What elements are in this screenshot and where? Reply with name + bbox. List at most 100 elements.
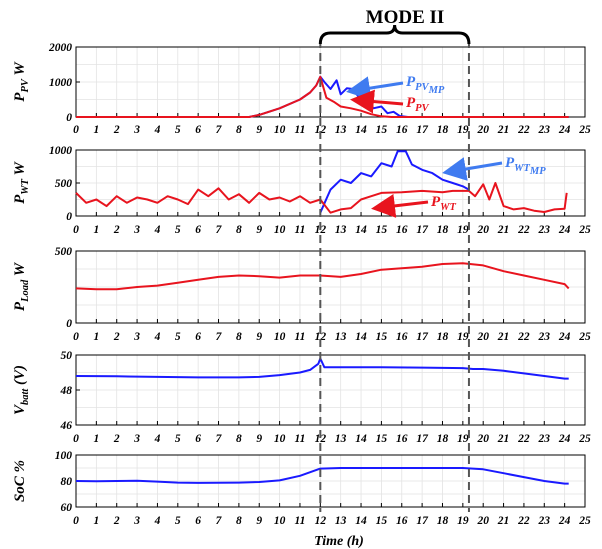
x-tick-label: 18 xyxy=(437,331,449,343)
x-tick-label: 16 xyxy=(396,224,408,236)
x-tick-label: 9 xyxy=(256,331,262,343)
annotation-label-main: P xyxy=(406,95,416,111)
x-tick-label: 15 xyxy=(376,224,388,236)
x-tick-label: 1 xyxy=(93,124,99,136)
x-tick-label: 2 xyxy=(113,433,120,445)
x-tick-label: 19 xyxy=(457,331,469,343)
x-tick-label: 4 xyxy=(154,224,161,236)
x-tick-label: 1 xyxy=(93,224,99,236)
x-tick-label: 7 xyxy=(216,124,223,136)
series-line-v-batt xyxy=(75,357,569,380)
x-tick-label: 0 xyxy=(73,124,79,136)
y-tick-label: 0 xyxy=(66,211,72,223)
x-tick-label: 19 xyxy=(457,515,469,527)
x-tick-label: 5 xyxy=(175,433,181,445)
x-tick-label: 17 xyxy=(416,515,429,527)
panels-layer: 0 1 2 3 4 5 6 7 8 9 10 11 12 13 14 15 16 17 18 19 20 21 22 23 24… xyxy=(12,42,591,527)
x-tick-label: 10 xyxy=(274,224,286,236)
y-axis-label-wt-main: P xyxy=(12,194,28,204)
x-tick-label: 6 xyxy=(195,515,201,527)
x-tick-label: 24 xyxy=(558,433,571,445)
x-tick-label: 14 xyxy=(355,124,367,136)
x-tick-label: 23 xyxy=(538,124,551,136)
x-tick-label: 8 xyxy=(236,224,242,236)
x-tick-label: 20 xyxy=(476,124,489,136)
x-tick-label: 16 xyxy=(396,124,408,136)
x-tick-label: 24 xyxy=(558,331,571,343)
x-tick-label: 21 xyxy=(497,515,510,527)
x-tick-label: 19 xyxy=(457,433,469,445)
y-axis-label-vbatt-main: V xyxy=(12,403,28,415)
x-tick-label: 21 xyxy=(497,433,510,445)
y-axis-label-vbatt: Vbatt (V) xyxy=(12,365,31,415)
annotation-arrow xyxy=(350,89,404,114)
x-tick-label: 11 xyxy=(295,331,306,343)
x-tick-label: 4 xyxy=(154,124,161,136)
y-axis-label-wt-sub: WT xyxy=(20,178,31,194)
annotation-arrow xyxy=(371,193,429,218)
x-tick-label: 3 xyxy=(133,331,140,343)
y-tick-label: 0 xyxy=(66,318,72,330)
x-tick-label: 7 xyxy=(216,331,223,343)
x-tick-label: 12 xyxy=(315,331,327,343)
y-tick-label: 46 xyxy=(60,420,73,432)
x-tick-label: 10 xyxy=(274,515,286,527)
annotation-p-wt-mp: PWTMP xyxy=(442,155,546,181)
x-tick-label: 17 xyxy=(416,433,429,445)
x-tick-label: 8 xyxy=(236,124,242,136)
x-tick-label: 1 xyxy=(93,433,99,445)
x-tick-label: 16 xyxy=(396,331,408,343)
x-tick-label: 3 xyxy=(133,515,140,527)
y-axis-label-load-unit: W xyxy=(12,261,28,279)
x-tick-label: 11 xyxy=(295,124,306,136)
x-tick-label: 3 xyxy=(133,224,140,236)
y-tick-label: 60 xyxy=(61,502,73,514)
x-tick-label: 22 xyxy=(517,224,530,236)
annotation-label: PPVMP xyxy=(406,74,445,96)
x-tick-label: 18 xyxy=(437,433,449,445)
x-tick-label: 17 xyxy=(416,224,429,236)
annotation-label-sub: PV xyxy=(415,82,429,93)
annotation-label-sub: WT xyxy=(440,202,456,213)
x-tick-label: 10 xyxy=(274,433,286,445)
x-tick-label: 23 xyxy=(538,331,551,343)
y-tick-label: 500 xyxy=(55,246,73,258)
x-tick-label: 14 xyxy=(355,331,367,343)
x-tick-label: 11 xyxy=(295,433,306,445)
x-tick-label: 9 xyxy=(256,515,262,527)
x-tick-label: 22 xyxy=(517,433,530,445)
annotation-label-main: P xyxy=(406,74,416,90)
y-tick-label: 1000 xyxy=(49,145,72,157)
series-line-p-pv xyxy=(76,75,569,118)
x-tick-label: 23 xyxy=(538,515,551,527)
x-tick-label: 16 xyxy=(396,433,408,445)
x-tick-label: 17 xyxy=(416,124,429,136)
x-tick-label: 8 xyxy=(236,515,242,527)
annotation-label-main: P xyxy=(431,194,441,210)
x-tick-label: 4 xyxy=(154,331,161,343)
x-tick-label: 2 xyxy=(113,124,120,136)
x-tick-label: 12 xyxy=(315,124,327,136)
annotation-p-pv: PPV xyxy=(350,89,430,114)
x-tick-label: 25 xyxy=(578,515,591,527)
x-tick-label: 0 xyxy=(73,515,79,527)
y-axis-label-wt-unit: W xyxy=(12,160,28,178)
x-tick-label: 18 xyxy=(437,224,449,236)
x-tick-label: 21 xyxy=(497,331,510,343)
x-tick-label: 4 xyxy=(154,515,161,527)
x-tick-label: 12 xyxy=(315,515,327,527)
y-tick-label: 2000 xyxy=(48,42,72,54)
x-tick-label: 22 xyxy=(517,515,530,527)
x-tick-label: 2 xyxy=(113,515,120,527)
x-tick-label: 10 xyxy=(274,331,286,343)
x-tick-label: 21 xyxy=(497,124,510,136)
x-tick-label: 20 xyxy=(476,224,489,236)
x-tick-label: 5 xyxy=(175,224,181,236)
x-tick-label: 25 xyxy=(578,124,591,136)
x-tick-label: 14 xyxy=(355,515,367,527)
y-axis-label-load: PLoad W xyxy=(12,261,31,311)
x-tick-label: 9 xyxy=(256,224,262,236)
x-tick-label: 24 xyxy=(558,224,571,236)
x-tick-label: 19 xyxy=(457,124,469,136)
x-tick-label: 7 xyxy=(216,433,223,445)
